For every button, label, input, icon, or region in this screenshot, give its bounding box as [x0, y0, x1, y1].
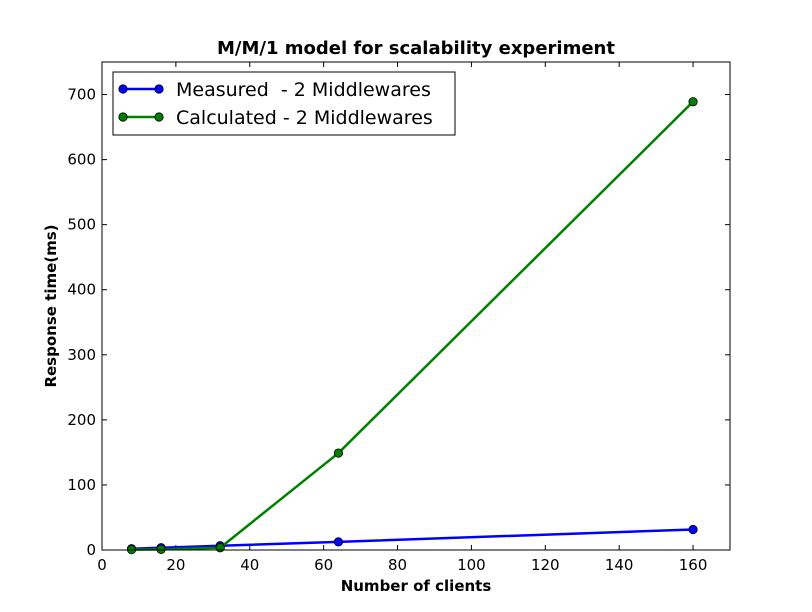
y-tick-label-1: 100 [67, 476, 96, 494]
x-tick-label-6: 120 [531, 556, 560, 574]
series-0-point-3 [333, 537, 344, 547]
plot-area: 0 20 40 60 80 100 120 140 160 0 100 200 300 400 500 600… [67, 61, 731, 574]
x-tick-label-3: 60 [314, 556, 333, 574]
legend-marker-end-0 [154, 84, 164, 94]
x-tick-label-2: 40 [240, 556, 259, 574]
y-tick-label-0: 0 [86, 541, 96, 559]
y-axis-label: Response time(ms) [42, 224, 60, 387]
y-tick-label-2: 200 [67, 411, 96, 429]
x-tick-label-5: 100 [457, 556, 486, 574]
x-axis-label: Number of clients [341, 577, 492, 595]
legend-marker-start-1 [118, 112, 128, 122]
legend-box [112, 71, 456, 136]
legend-marker-end-1 [154, 112, 164, 122]
series-0-point-4 [688, 524, 698, 535]
x-tick-label-0: 0 [97, 556, 107, 574]
series-1-point-2 [215, 543, 225, 553]
legend-label-1: Calculated - 2 Middlewares [176, 107, 433, 129]
x-tick-label-7: 140 [605, 556, 634, 574]
x-tick-label-4: 80 [388, 556, 407, 574]
x-tick-label-1: 20 [166, 556, 185, 574]
axes-frame [101, 61, 731, 551]
chart-title: M/M/1 model for scalability experiment [217, 38, 615, 59]
y-tick-label-7: 700 [67, 86, 96, 104]
series-1-point-4 [688, 97, 698, 107]
y-tick-label-6: 600 [67, 151, 96, 169]
legend-marker-start-0 [118, 84, 128, 94]
legend: Measured - 2 Middlewares Calculated - 2 M… [112, 71, 456, 136]
legend-label-0: Measured - 2 Middlewares [176, 79, 431, 101]
x-tick-label-8: 160 [679, 556, 708, 574]
y-tick-label-4: 400 [67, 281, 96, 299]
y-tick-label-5: 500 [67, 216, 96, 234]
series-1-point-1 [156, 544, 166, 554]
y-tick-label-3: 300 [67, 346, 96, 364]
series-1-point-3 [333, 448, 344, 458]
